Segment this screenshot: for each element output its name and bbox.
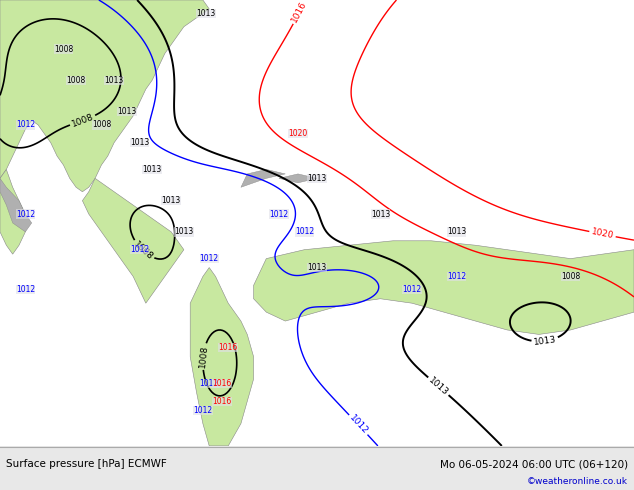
Text: 1013: 1013	[447, 227, 466, 236]
Text: 1013: 1013	[307, 263, 327, 272]
Text: 1012: 1012	[269, 210, 288, 219]
Polygon shape	[0, 178, 32, 232]
Polygon shape	[279, 174, 317, 183]
Text: 1008: 1008	[561, 272, 580, 281]
Polygon shape	[0, 170, 25, 254]
Text: 1008: 1008	[67, 76, 86, 85]
Text: 1012: 1012	[193, 406, 212, 415]
Text: Surface pressure [hPa] ECMWF: Surface pressure [hPa] ECMWF	[6, 459, 167, 469]
Text: 1012: 1012	[347, 414, 370, 436]
Text: 1013: 1013	[307, 174, 327, 183]
Text: 1016: 1016	[219, 343, 238, 352]
Text: 1013: 1013	[533, 335, 557, 347]
Text: 1016: 1016	[212, 397, 231, 406]
Text: 1013: 1013	[162, 196, 181, 205]
Polygon shape	[241, 170, 285, 187]
Polygon shape	[190, 268, 254, 446]
Text: 1008: 1008	[54, 45, 73, 53]
Text: 1013: 1013	[105, 76, 124, 85]
Text: 1012: 1012	[403, 285, 422, 294]
Text: 1013: 1013	[130, 138, 149, 147]
Text: 1012: 1012	[295, 227, 314, 236]
Text: 1013: 1013	[427, 375, 450, 397]
Text: 1020: 1020	[288, 129, 307, 138]
Text: 1012: 1012	[16, 210, 35, 219]
Polygon shape	[254, 241, 634, 334]
Text: 1013: 1013	[197, 9, 216, 18]
Text: 1013: 1013	[117, 107, 136, 116]
Text: 1008: 1008	[198, 344, 209, 368]
Text: 1012: 1012	[200, 254, 219, 263]
Text: 1013: 1013	[371, 210, 390, 219]
Text: 1013: 1013	[143, 165, 162, 174]
Text: 1008: 1008	[131, 240, 155, 262]
Text: 1012: 1012	[16, 121, 35, 129]
Text: 1013: 1013	[174, 227, 193, 236]
Text: 1012: 1012	[447, 272, 466, 281]
Polygon shape	[82, 178, 184, 303]
Text: 1012: 1012	[16, 285, 35, 294]
Text: ©weatheronline.co.uk: ©weatheronline.co.uk	[527, 477, 628, 486]
Text: 1016: 1016	[212, 379, 231, 388]
Text: 1012: 1012	[200, 379, 219, 388]
Text: 1008: 1008	[70, 112, 95, 129]
Text: 1008: 1008	[92, 121, 111, 129]
Text: 1016: 1016	[290, 0, 309, 24]
Text: 1020: 1020	[590, 227, 614, 241]
Text: 1012: 1012	[130, 245, 149, 254]
Text: Mo 06-05-2024 06:00 UTC (06+120): Mo 06-05-2024 06:00 UTC (06+120)	[439, 459, 628, 469]
Polygon shape	[0, 0, 209, 192]
